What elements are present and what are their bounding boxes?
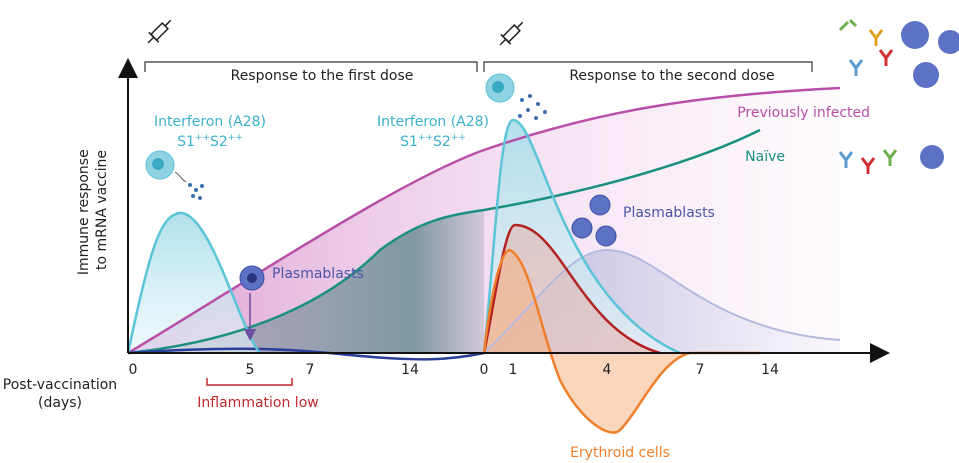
y-axis-label: Immune response to mRNA vaccine <box>76 145 110 275</box>
label-sup: ++ <box>418 133 433 143</box>
interferon-subtype: S1++S2++ <box>177 133 243 150</box>
previously-infected-label: Previously infected <box>737 105 870 121</box>
bracket-label: Response to the second dose <box>569 68 774 84</box>
x-axis-label: Post-vaccination <box>3 377 117 393</box>
label-sup: ++ <box>451 133 466 143</box>
label-part: S2 <box>210 134 228 150</box>
x-tick-label: 7 <box>306 362 315 378</box>
x-tick-label: 4 <box>603 362 612 378</box>
naive-label: Naïve <box>745 149 785 165</box>
x-tick-label: 7 <box>696 362 705 378</box>
x-tick-label: 5 <box>246 362 255 378</box>
page-body: { "brackets": ["Response to the first do… <box>0 0 959 463</box>
bracket-label: Response to the first dose <box>231 68 414 84</box>
plasmablasts-label: Plasmablasts <box>272 266 364 282</box>
label-sup: ++ <box>228 133 243 143</box>
inflammation-bracket <box>207 378 292 385</box>
x-tick-label: 14 <box>761 362 779 378</box>
label-part: S2 <box>433 134 451 150</box>
label-sup: ++ <box>195 133 210 143</box>
syringe-icon <box>495 17 528 50</box>
erythroid-label: Erythroid cells <box>570 445 670 461</box>
label-part: S1 <box>400 134 418 150</box>
syringe-icon <box>143 15 176 48</box>
antibody-cells <box>840 20 959 174</box>
interferon-label: Interferon (A28) <box>154 114 266 130</box>
interferon-label: Interferon (A28) <box>377 114 489 130</box>
x-tick-label: 0 <box>129 362 138 378</box>
y-axis-label-line: to mRNA vaccine <box>94 150 110 270</box>
x-tick-label: 1 <box>509 362 518 378</box>
interferon-subtype: S1++S2++ <box>400 133 466 150</box>
page: Immune response to mRNA vaccine body { m… <box>0 0 959 463</box>
diagram: Response to the first dose Response to t… <box>0 0 959 463</box>
inflammation-label: Inflammation low <box>197 395 318 411</box>
label-part: S1 <box>177 134 195 150</box>
interferon-cell-1 <box>146 151 204 200</box>
interferon-cell-2 <box>486 74 547 120</box>
plasmablasts-label: Plasmablasts <box>623 205 715 221</box>
y-axis-label-line: Immune response <box>76 149 92 275</box>
plasmablast-cell <box>240 266 264 290</box>
x-tick-label: 0 <box>480 362 489 378</box>
x-axis-label: (days) <box>38 395 82 411</box>
x-tick-label: 14 <box>401 362 419 378</box>
